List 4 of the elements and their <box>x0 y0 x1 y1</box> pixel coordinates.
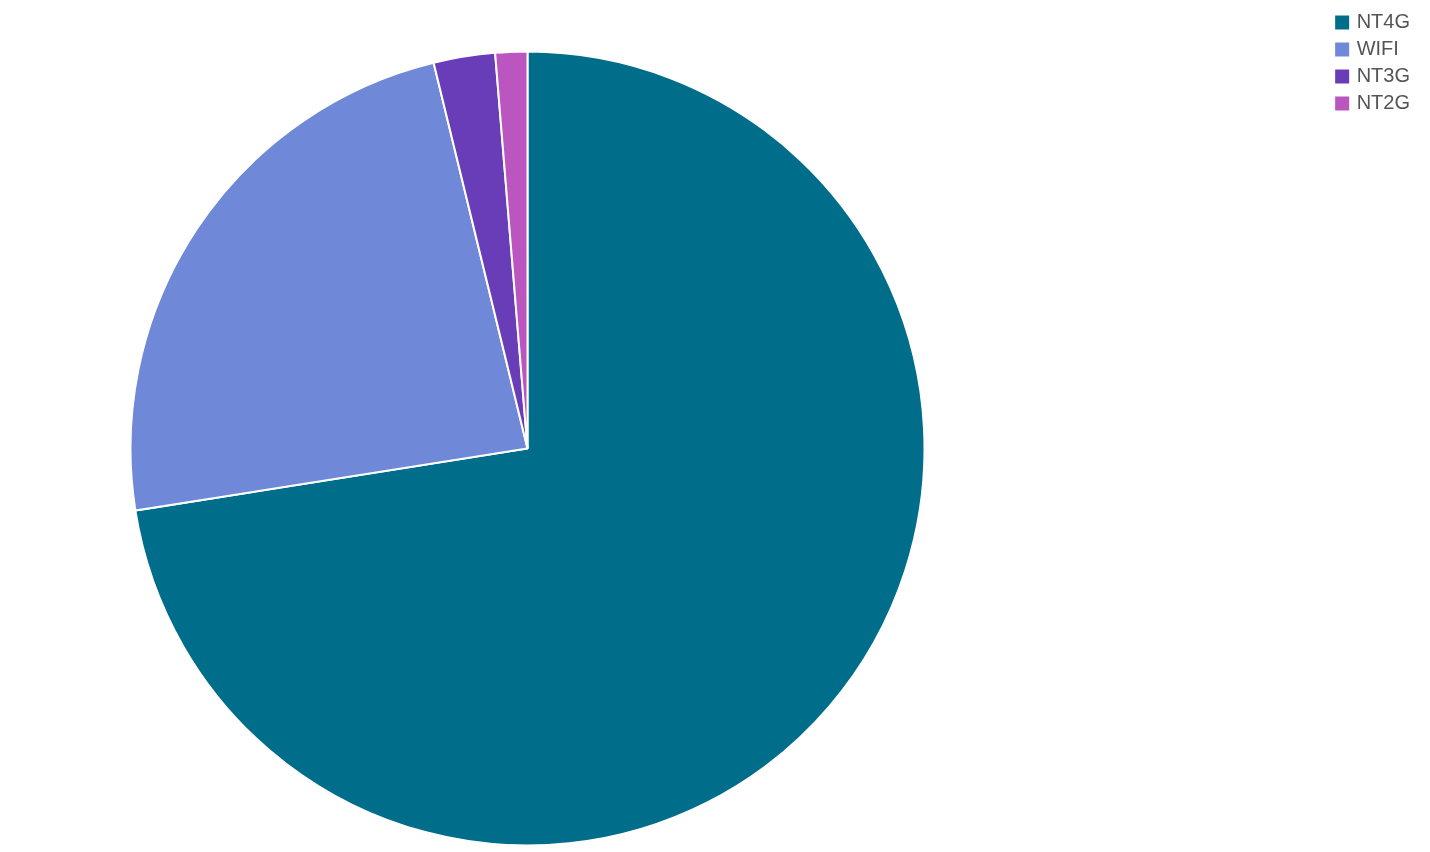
legend-label: WIFI <box>1356 37 1399 60</box>
legend-label: NT4G <box>1356 10 1410 33</box>
legend-label: NT2G <box>1356 91 1410 114</box>
legend-label: NT3G <box>1356 64 1410 87</box>
